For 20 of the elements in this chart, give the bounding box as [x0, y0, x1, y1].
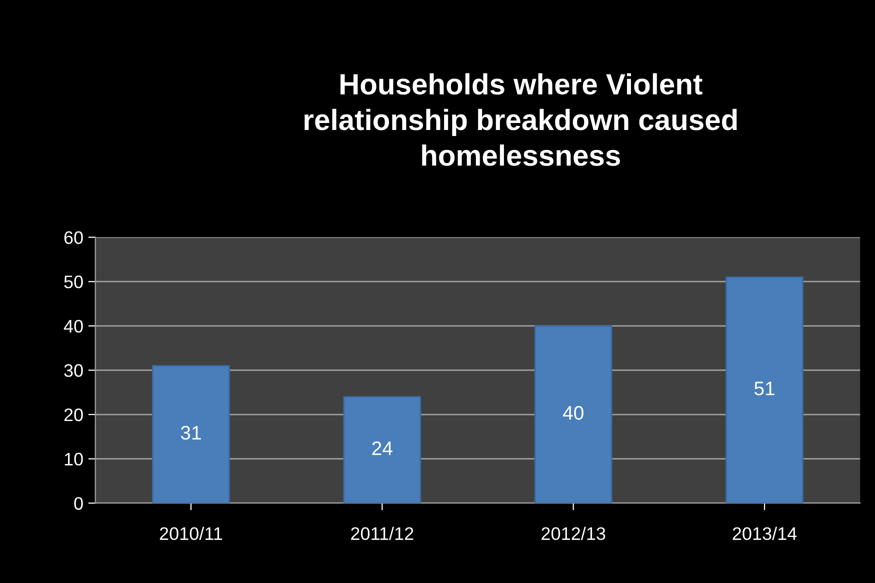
x-tick-label: 2012/13: [542, 526, 606, 540]
data-label: 24: [372, 441, 392, 455]
y-tick-label: 30: [64, 364, 83, 377]
y-tick-label: 50: [64, 276, 83, 288]
chart-title: Households where Violent relationship breakdown caused homelessness: [304, 73, 737, 166]
bar: [534, 325, 612, 504]
y-tick-label: 10: [64, 452, 83, 466]
x-tick-label: 2013/14: [732, 526, 797, 540]
y-tick-label: 60: [64, 231, 83, 244]
y-tick-label: 40: [64, 320, 83, 333]
bar: [152, 365, 230, 504]
bar: [726, 276, 804, 504]
x-tick-label: 2011/12: [351, 526, 414, 540]
data-label: 51: [754, 382, 774, 396]
data-label: 40: [562, 406, 584, 420]
data-label: 31: [180, 426, 201, 440]
bar: [343, 396, 422, 504]
y-tick-label: 0: [74, 497, 83, 510]
y-tick-label: 20: [64, 408, 83, 422]
x-tick-label: 2010/11: [160, 526, 222, 540]
